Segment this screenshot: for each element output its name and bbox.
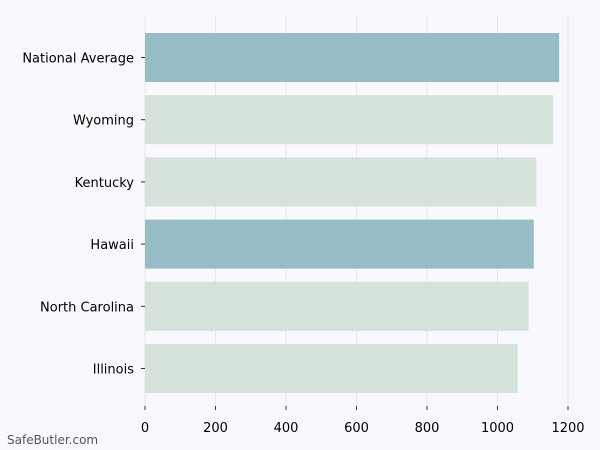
- y-tick-label: Illinois: [93, 363, 134, 378]
- x-tick-label: 0: [141, 421, 149, 436]
- x-tick-label: 400: [274, 421, 299, 436]
- y-tick-label: National Average: [22, 52, 134, 67]
- bars: [145, 33, 560, 393]
- source-watermark: SafeButler.com: [7, 433, 99, 447]
- y-tick-label: Hawaii: [90, 238, 134, 253]
- x-axis-ticks: 0 200 400 600 800 1000 1200: [141, 406, 585, 436]
- bar: [145, 219, 534, 269]
- x-tick-label: 800: [415, 421, 440, 436]
- x-tick-label: 1000: [481, 421, 514, 436]
- x-tick-label: 200: [203, 421, 228, 436]
- bar: [145, 281, 529, 331]
- x-tick-label: 1200: [551, 421, 584, 436]
- x-tick-label: 600: [344, 421, 369, 436]
- y-tick-label: North Carolina: [40, 300, 134, 315]
- bar: [145, 344, 518, 393]
- y-tick-label: Kentucky: [75, 176, 135, 191]
- bar: [145, 95, 554, 145]
- y-tick-label: Wyoming: [73, 114, 134, 129]
- y-axis-labels: National Average Wyoming Kentucky Hawaii Nor…: [22, 52, 145, 378]
- bar: [145, 33, 560, 82]
- bar: [145, 157, 537, 207]
